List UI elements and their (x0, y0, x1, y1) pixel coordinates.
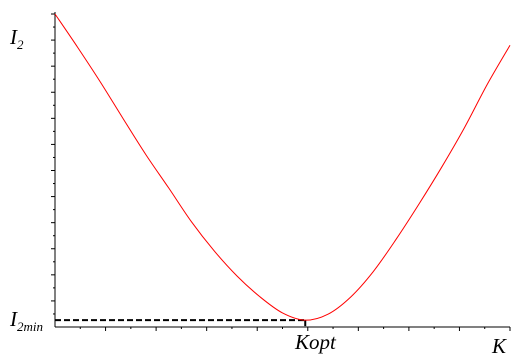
kopt-tick-label: Kopt (294, 330, 337, 354)
y-axis-label: I2 (9, 25, 24, 52)
y-axis-label-main: I (9, 25, 18, 49)
x-axis-label: K (491, 334, 507, 354)
minimum-value-label: I2min (9, 307, 43, 334)
minimum-value-label-main: I (9, 307, 18, 331)
series-line-curve (54, 13, 511, 321)
axis-ticks (51, 13, 511, 331)
axes (54, 12, 510, 328)
minimum-value-label-sub: 2min (17, 319, 43, 334)
y-axis-label-sub: 2 (17, 37, 24, 52)
minimum-guides (55, 319, 307, 327)
